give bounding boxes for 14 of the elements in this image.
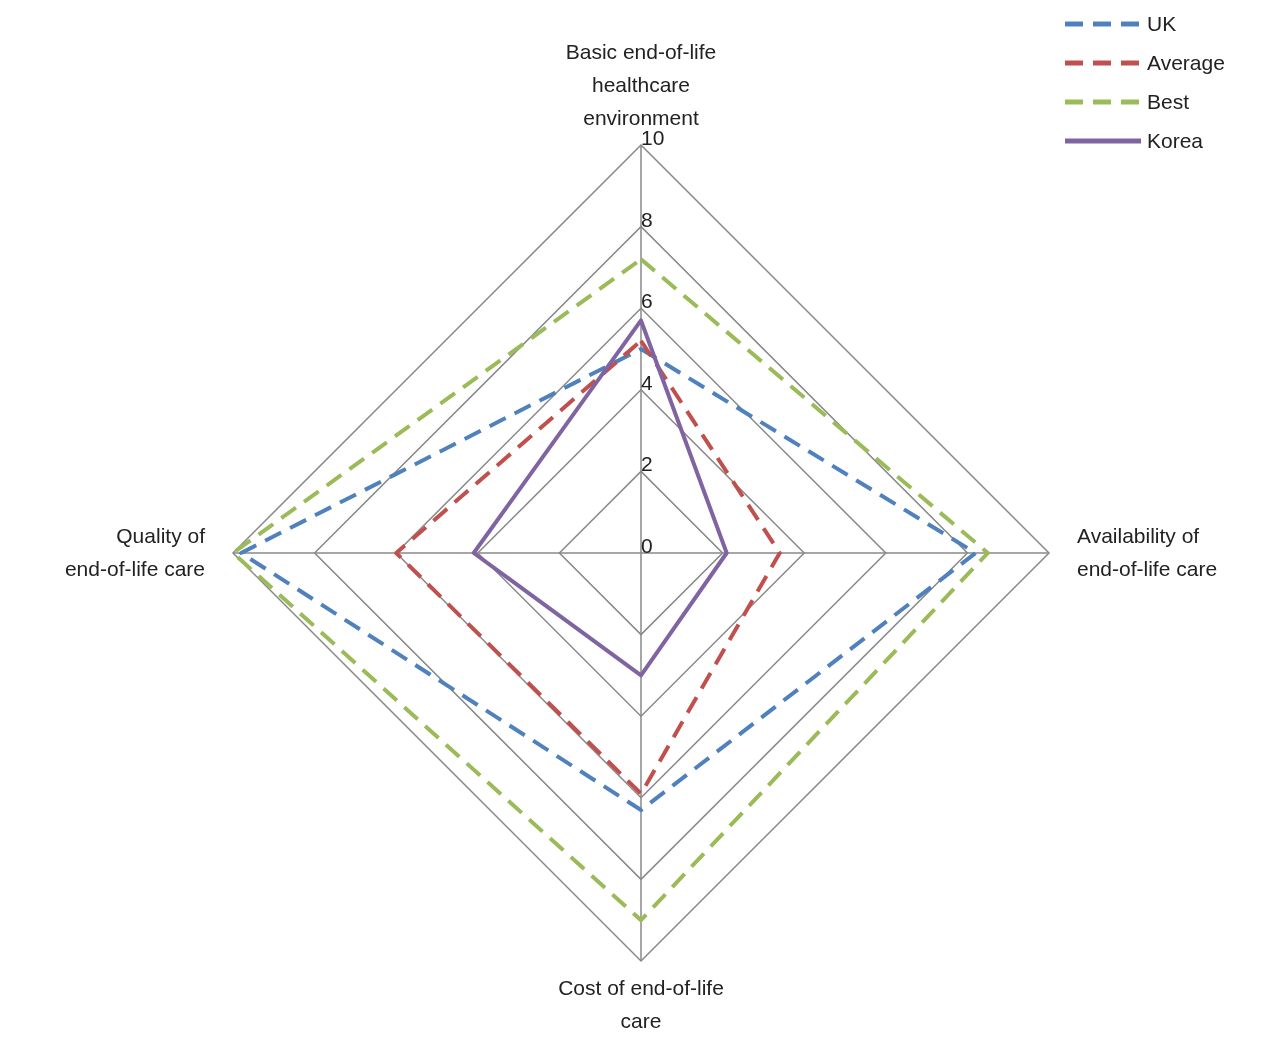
y-tick-label: 2 xyxy=(641,452,653,476)
spoke-label: Cost of end-of-life care xyxy=(558,976,724,1032)
spoke-label: Basic end-of-life healthcare environment xyxy=(565,40,717,129)
y-tick-label: 0 xyxy=(641,534,653,557)
legend-label: UK xyxy=(1147,11,1177,36)
y-tick-label: 10 xyxy=(641,126,665,149)
legend-label: Best xyxy=(1147,89,1190,114)
legend-label: Average xyxy=(1147,50,1225,75)
y-tick-label: 6 xyxy=(641,289,653,313)
spoke-label: Quality of end-of-life care xyxy=(64,523,206,580)
y-tick-label: 4 xyxy=(641,370,653,394)
spoke-label: Availability of end-of-life care xyxy=(1077,523,1218,580)
legend-label: Korea xyxy=(1147,128,1204,153)
y-tick-label: 8 xyxy=(641,207,653,231)
